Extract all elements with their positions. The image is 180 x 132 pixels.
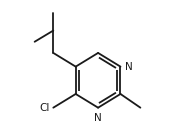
- Text: N: N: [125, 62, 133, 72]
- Text: N: N: [94, 113, 102, 123]
- Text: Cl: Cl: [39, 103, 50, 113]
